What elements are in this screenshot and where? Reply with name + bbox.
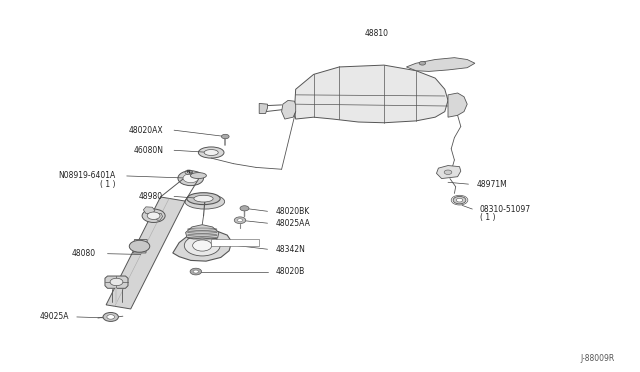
Polygon shape <box>173 231 232 261</box>
Text: ( 1 ): ( 1 ) <box>480 213 495 222</box>
Circle shape <box>147 212 160 219</box>
Text: 48020AX: 48020AX <box>129 126 163 135</box>
Circle shape <box>184 235 220 256</box>
FancyBboxPatch shape <box>211 239 259 246</box>
Circle shape <box>221 134 229 139</box>
Text: J-88009R: J-88009R <box>580 354 614 363</box>
Ellipse shape <box>191 173 206 179</box>
Text: ( 1 ): ( 1 ) <box>100 180 115 189</box>
Circle shape <box>444 170 452 174</box>
Polygon shape <box>448 93 467 117</box>
Circle shape <box>183 174 198 183</box>
Text: 48971M: 48971M <box>477 180 508 189</box>
Circle shape <box>419 61 426 65</box>
Text: 48025AA: 48025AA <box>275 219 310 228</box>
Polygon shape <box>406 58 475 71</box>
Text: 49025A: 49025A <box>40 312 69 321</box>
Text: 08310-51097: 08310-51097 <box>480 205 531 214</box>
Circle shape <box>234 217 246 224</box>
Text: 48080: 48080 <box>72 249 96 258</box>
Circle shape <box>107 315 115 319</box>
Ellipse shape <box>198 147 224 158</box>
Polygon shape <box>282 100 296 119</box>
Ellipse shape <box>194 195 213 202</box>
Polygon shape <box>294 65 448 123</box>
Circle shape <box>456 198 463 202</box>
Circle shape <box>453 196 466 204</box>
Text: N08919-6401A: N08919-6401A <box>58 171 115 180</box>
Text: 48020BK: 48020BK <box>275 207 310 216</box>
Text: 48810: 48810 <box>365 29 388 38</box>
Circle shape <box>237 219 243 222</box>
Polygon shape <box>133 240 147 253</box>
Text: 48342N: 48342N <box>275 245 305 254</box>
Text: 48980: 48980 <box>139 192 163 201</box>
Polygon shape <box>436 166 461 179</box>
Polygon shape <box>186 225 219 239</box>
Polygon shape <box>259 103 268 113</box>
Polygon shape <box>155 214 163 220</box>
Circle shape <box>178 171 204 186</box>
Ellipse shape <box>204 150 218 155</box>
Polygon shape <box>106 197 185 309</box>
Circle shape <box>103 312 118 321</box>
Circle shape <box>240 206 249 211</box>
Polygon shape <box>105 276 128 288</box>
Circle shape <box>142 209 165 222</box>
Text: 46080N: 46080N <box>133 146 163 155</box>
Circle shape <box>190 268 202 275</box>
Circle shape <box>110 278 123 286</box>
Circle shape <box>193 240 212 251</box>
Text: 48020B: 48020B <box>275 267 305 276</box>
Text: N: N <box>187 170 191 174</box>
Circle shape <box>193 270 198 273</box>
Ellipse shape <box>185 194 225 209</box>
Ellipse shape <box>187 193 220 205</box>
Circle shape <box>129 240 150 252</box>
Polygon shape <box>143 207 155 214</box>
